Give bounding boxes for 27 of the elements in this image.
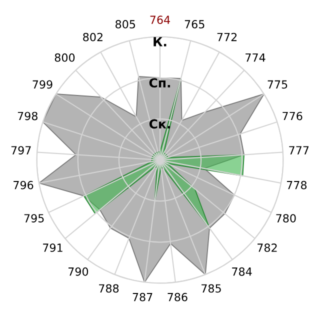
- spoke-label: 777: [289, 146, 309, 154]
- spoke-label: 782: [258, 244, 277, 252]
- spoke-label: 805: [116, 20, 136, 28]
- spoke-label: 764: [150, 16, 170, 24]
- spoke-label: 800: [54, 53, 75, 62]
- y-tick-label: К.: [154, 37, 166, 46]
- spoke-label: 784: [232, 267, 252, 276]
- spoke-label: 802: [83, 32, 102, 42]
- spoke-label: 799: [32, 80, 52, 89]
- spoke-label: 776: [282, 112, 302, 120]
- spoke-label: 787: [132, 292, 152, 302]
- spoke-label: 765: [184, 20, 204, 28]
- spoke-label: 780: [276, 214, 296, 222]
- spoke-label: 797: [11, 146, 31, 154]
- spoke-label: 778: [287, 180, 307, 190]
- spoke-label: 795: [24, 214, 44, 222]
- spoke-label: 788: [99, 284, 119, 293]
- spoke-label: 798: [18, 112, 38, 120]
- spoke-label: 796: [14, 180, 34, 190]
- spoke-label: 774: [246, 54, 266, 62]
- spoke-label: 775: [268, 80, 288, 89]
- spoke-label: 786: [168, 292, 188, 302]
- y-tick-label: Сп.: [149, 78, 170, 88]
- spoke-label: 791: [43, 244, 62, 252]
- spoke-label: 772: [217, 32, 237, 42]
- spoke-label: 785: [202, 284, 221, 293]
- spoke-label: 790: [68, 267, 88, 276]
